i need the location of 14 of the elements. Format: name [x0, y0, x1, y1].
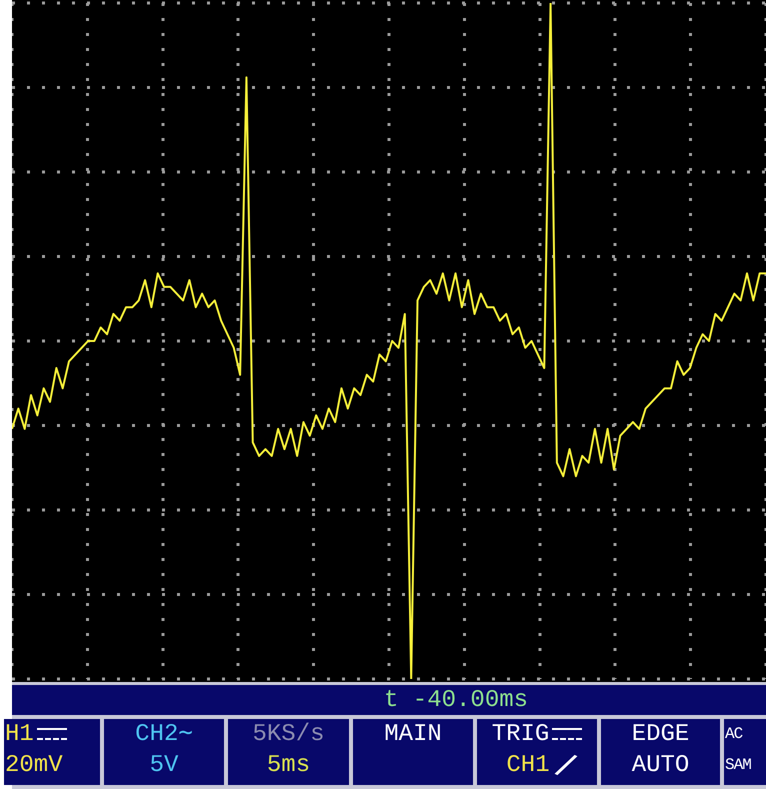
text: SAM — [725, 756, 751, 774]
text: EDGE — [632, 721, 690, 748]
text: AUTO — [632, 752, 690, 779]
text: MAIN — [384, 721, 442, 748]
text: H1 — [5, 721, 34, 748]
text: TRIG — [492, 721, 550, 748]
text: 20mV — [5, 752, 63, 779]
text: 5V — [150, 752, 178, 779]
text: CH2∼ — [135, 721, 193, 748]
text: t -40.00ms — [384, 687, 528, 714]
text: 5ms — [266, 752, 310, 779]
text: CH1 — [506, 752, 550, 779]
text: AC — [725, 725, 742, 743]
text: 5KS/s — [252, 721, 324, 748]
